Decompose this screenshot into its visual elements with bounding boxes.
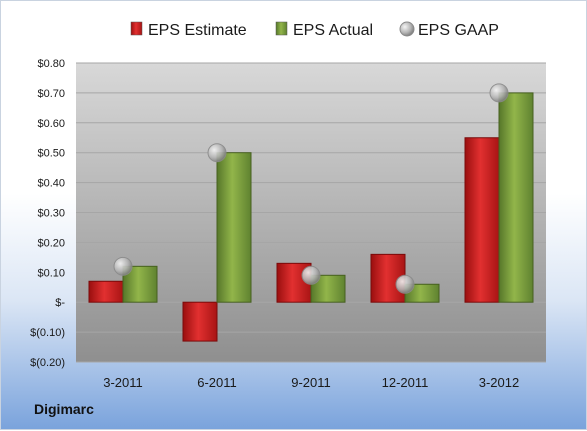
eps-actual-bar	[122, 265, 158, 303]
legend-swatch	[399, 21, 415, 37]
y-tick-label: $0.50	[37, 148, 65, 160]
eps-estimate-bar	[88, 280, 124, 303]
legend-label: EPS Estimate	[148, 22, 247, 39]
legend-eps-actual: EPS Actual	[275, 21, 373, 39]
y-tick-label: $0.70	[37, 88, 65, 100]
x-tick-label: 9-2011	[291, 375, 331, 390]
legend-label: EPS GAAP	[418, 22, 499, 39]
x-tick-label: 6-2011	[197, 375, 237, 390]
eps-gaap-point	[113, 256, 133, 276]
y-tick-label: $0.40	[37, 178, 65, 190]
eps-gaap-point	[489, 83, 509, 103]
y-tick-label: $0.30	[37, 208, 65, 220]
brand-label: Digimarc	[34, 401, 94, 417]
eps-actual-bar	[498, 92, 534, 303]
legend-swatch	[275, 21, 288, 36]
eps-gaap-point	[395, 274, 415, 294]
eps-gaap-point	[207, 143, 227, 163]
eps-gaap-point	[301, 265, 321, 285]
y-tick-label: $-	[55, 297, 65, 309]
y-tick-label: $0.80	[37, 58, 65, 70]
x-tick-label: 3-2011	[103, 375, 143, 390]
y-tick-label: $(0.20)	[30, 357, 65, 369]
y-tick-label: $0.20	[37, 237, 65, 249]
y-tick-label: $(0.10)	[30, 327, 65, 339]
legend-swatch	[130, 21, 143, 36]
y-tick-label: $0.60	[37, 118, 65, 130]
x-tick-label: 12-2011	[382, 375, 429, 390]
legend-eps-estimate: EPS Estimate	[130, 21, 247, 39]
eps-estimate-bar	[464, 137, 500, 303]
x-tick-label: 3-2012	[479, 375, 519, 390]
y-tick-label: $0.10	[37, 267, 65, 279]
eps-actual-bar	[216, 152, 252, 303]
legend-label: EPS Actual	[293, 22, 373, 39]
legend-eps-gaap: EPS GAAP	[399, 21, 499, 39]
eps-estimate-bar	[182, 301, 218, 342]
